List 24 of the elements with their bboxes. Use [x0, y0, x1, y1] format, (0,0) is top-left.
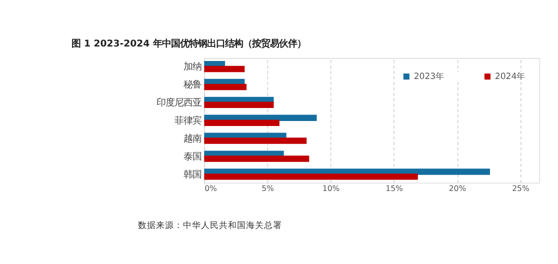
- y-tick-label: 泰国: [183, 151, 202, 162]
- bar: [204, 120, 280, 126]
- x-tick-label: 15%: [386, 184, 403, 193]
- y-tick-label: 韩国: [183, 169, 202, 180]
- y-tick-label: 印度尼西亚: [156, 98, 202, 109]
- bar: [204, 156, 310, 162]
- x-tick-label: 10%: [322, 184, 340, 193]
- source-note: 数据来源：中华人民共和国海关总署: [138, 220, 282, 231]
- y-tick-label: 秘鲁: [183, 80, 202, 91]
- x-tick-label: 20%: [448, 184, 466, 193]
- x-tick-label: 25%: [512, 184, 530, 193]
- bar: [204, 138, 307, 144]
- chart-title: 图 1 2023-2024 年中国优特钢出口结构（按贸易伙伴）: [72, 38, 306, 50]
- legend-label: 2024年: [494, 70, 526, 82]
- y-tick-label: 加纳: [183, 62, 202, 73]
- y-tick-label: 越南: [183, 133, 202, 144]
- y-tick-label: 菲律宾: [174, 116, 202, 127]
- bar: [204, 102, 274, 108]
- legend-label: 2023年: [414, 70, 445, 82]
- bar: [204, 174, 418, 180]
- x-tick-label: 5%: [262, 184, 274, 193]
- x-tick-label: 0%: [204, 184, 217, 193]
- bar: [204, 84, 247, 90]
- bar: [204, 66, 245, 72]
